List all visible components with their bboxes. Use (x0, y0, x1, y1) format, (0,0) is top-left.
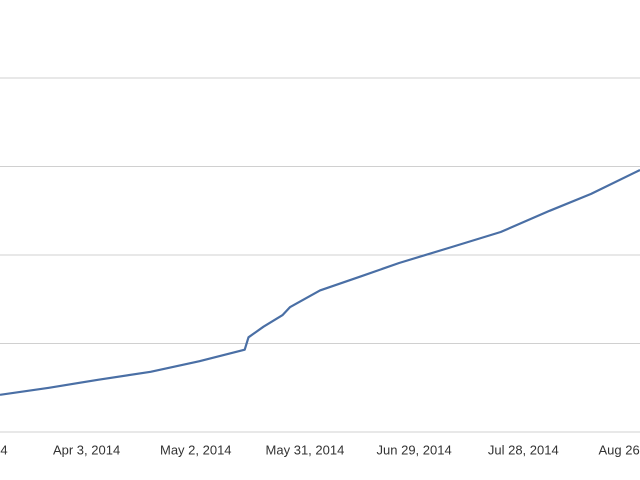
x-tick-label: Aug 26, (598, 442, 640, 457)
x-tick-label: May 2, 2014 (160, 442, 232, 457)
x-tick-label: May 31, 2014 (266, 442, 345, 457)
data-line (0, 169, 640, 396)
x-tick-label: Jul 28, 2014 (488, 442, 559, 457)
x-tick-label: Jun 29, 2014 (377, 442, 452, 457)
x-tick-label: 014 (0, 442, 8, 457)
x-tick-label: Apr 3, 2014 (53, 442, 120, 457)
